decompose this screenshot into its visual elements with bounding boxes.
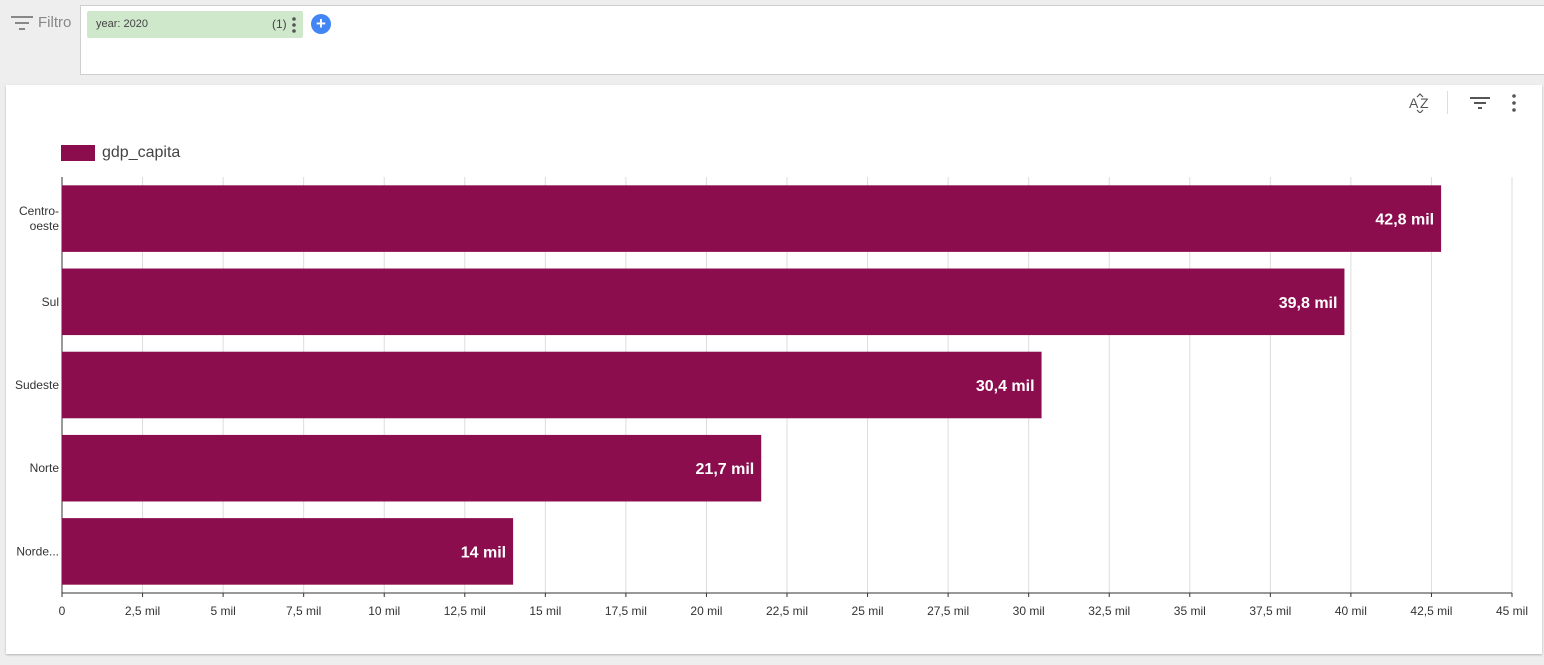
x-tick-label: 0	[59, 604, 66, 618]
category-label-line: Norde...	[16, 544, 59, 558]
toolbar-divider	[1447, 91, 1448, 114]
x-tick-label: 20 mil	[690, 604, 722, 618]
more-vert-icon[interactable]	[290, 15, 298, 35]
data-label: 14 mil	[461, 544, 506, 561]
x-tick-label: 45 mil	[1496, 604, 1528, 618]
x-tick-label: 5 mil	[210, 604, 235, 618]
x-tick-label: 32,5 mil	[1088, 604, 1130, 618]
data-label: 39,8 mil	[1279, 295, 1338, 312]
data-label: 21,7 mil	[696, 461, 755, 478]
filter-chip-year[interactable]: year: 2020 (1)	[87, 11, 303, 38]
add-filter-button[interactable]: +	[311, 14, 331, 34]
chart-card: A Z gdp_capita 0 2,5 mil 5 mil 7,5 mil 10 mi…	[6, 85, 1542, 654]
filter-bar-left: Filtro	[0, 0, 80, 80]
x-tick-label: 7,5 mil	[286, 604, 321, 618]
data-label: 30,4 mil	[976, 378, 1035, 395]
x-tick-label: 12,5 mil	[444, 604, 486, 618]
x-tick-label: 22,5 mil	[766, 604, 808, 618]
svg-text:Z: Z	[1420, 95, 1429, 111]
bar	[62, 351, 1042, 419]
x-tick-label: 10 mil	[368, 604, 400, 618]
bar	[62, 268, 1345, 336]
svg-text:A: A	[1409, 95, 1419, 111]
bar	[62, 185, 1442, 252]
bar	[62, 518, 514, 585]
bar-chart: 0 2,5 mil 5 mil 7,5 mil 10 mil 12,5 mil 15 mil…	[15, 177, 1528, 618]
x-tick-label: 15 mil	[529, 604, 561, 618]
category-label-line: Norte	[30, 461, 60, 475]
bar	[62, 434, 762, 502]
category-label: Norde...	[16, 544, 59, 558]
legend-label: gdp_capita	[102, 144, 181, 161]
more-vert-icon[interactable]	[1509, 93, 1519, 113]
sort-az-icon[interactable]: A Z	[1406, 93, 1434, 113]
category-label-line: Centro-	[19, 204, 59, 218]
x-tick-label: 27,5 mil	[927, 604, 969, 618]
x-tick-label: 40 mil	[1335, 604, 1367, 618]
data-label: 42,8 mil	[1375, 212, 1434, 229]
chart-filter-icon[interactable]	[1468, 93, 1492, 113]
category-label: Sudeste	[15, 378, 59, 392]
legend-swatch	[61, 145, 95, 161]
x-tick-label: 30 mil	[1013, 604, 1045, 618]
filter-area[interactable]: year: 2020 (1) +	[80, 5, 1544, 75]
x-tick-label: 25 mil	[852, 604, 884, 618]
category-label: Centro-oeste	[19, 204, 59, 233]
category-label: Sul	[42, 295, 59, 309]
x-tick-label: 42,5 mil	[1410, 604, 1452, 618]
category-label-line: Sul	[42, 295, 59, 309]
filter-label: Filtro	[38, 14, 72, 31]
x-tick-label: 17,5 mil	[605, 604, 647, 618]
filter-icon[interactable]	[11, 14, 33, 32]
category-label-line: oeste	[30, 219, 60, 233]
filter-chip-count: (1)	[272, 17, 287, 31]
category-label: Norte	[30, 461, 60, 475]
x-tick-label: 37,5 mil	[1249, 604, 1291, 618]
x-tick-label: 35 mil	[1174, 604, 1206, 618]
filter-chip-label: year: 2020	[96, 18, 148, 30]
category-label-line: Sudeste	[15, 378, 59, 392]
x-tick-label: 2,5 mil	[125, 604, 160, 618]
